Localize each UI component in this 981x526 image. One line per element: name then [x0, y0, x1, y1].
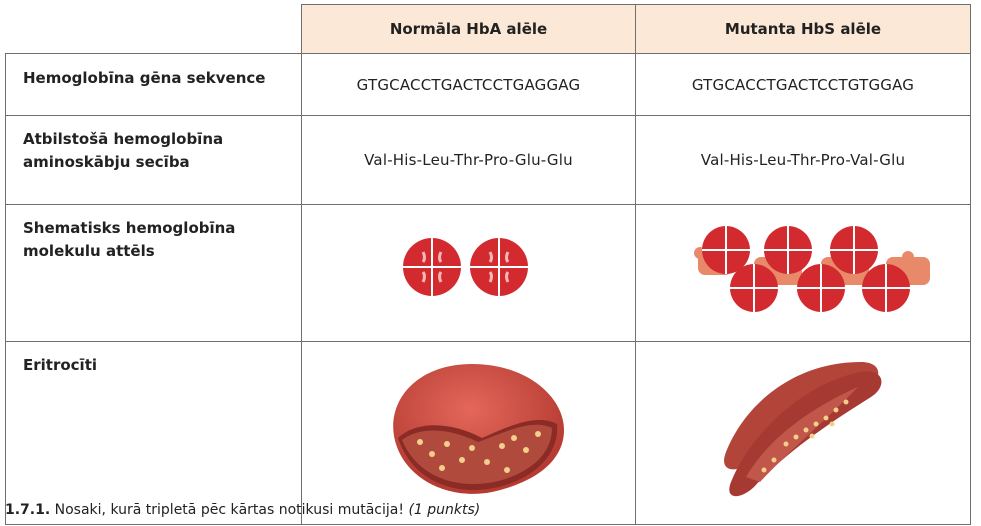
mutant-amino-acid-sequence: Val-His-Leu-Thr-Pro-Val-Glu	[635, 115, 971, 205]
mutant-hemoglobin-polymer-image	[694, 226, 930, 312]
hemoglobin-table: Normāla HbA alēle Mutanta HbS alēle Hemo…	[5, 4, 971, 525]
normal-molecule-illustration	[301, 204, 636, 342]
mutant-erythrocyte-illustration	[635, 341, 971, 525]
row-label-molecule-scheme: Shematisks hemoglobīna molekulu attēls	[5, 204, 302, 342]
normal-hemoglobin-molecules-image	[403, 238, 528, 296]
header-mutant-allele: Mutanta HbS alēle	[635, 4, 971, 54]
normal-red-blood-cell-image	[393, 364, 564, 494]
header-normal-allele: Normāla HbA alēle	[301, 4, 636, 54]
question-number: 1.7.1.	[5, 502, 51, 518]
hemoglobin-molecule	[403, 238, 461, 296]
polymer-molecules-top	[702, 226, 878, 274]
cell-granules	[417, 431, 541, 473]
mutant-gene-sequence: GTGCACCTGACTCCTGTGGAG	[635, 53, 971, 116]
sickle-red-blood-cell-image	[724, 362, 882, 497]
row-label-gene-sequence: Hemoglobīna gēna sekvence	[5, 53, 302, 116]
polymer-molecules-bottom	[730, 264, 910, 312]
row-label-amino-acid-sequence: Atbilstošā hemoglobīna aminoskābju secīb…	[5, 115, 302, 205]
cell-granules	[761, 399, 849, 473]
row-label-line: Shematisks hemoglobīna	[23, 219, 236, 237]
normal-gene-sequence: GTGCACCTGACTCCTGAGGAG	[301, 53, 636, 116]
row-label-line: Atbilstošā hemoglobīna	[23, 130, 224, 148]
row-label-line: molekulu attēls	[23, 242, 155, 260]
hemoglobin-molecule	[470, 238, 528, 296]
question-text: 1.7.1. Nosaki, kurā tripletā pēc kārtas …	[5, 502, 480, 518]
question-points: (1 punkts)	[408, 502, 481, 518]
row-label-line: aminoskābju secība	[23, 153, 190, 171]
question-body: Nosaki, kurā tripletā pēc kārtas notikus…	[50, 502, 409, 518]
normal-amino-acid-sequence: Val-His-Leu-Thr-Pro-Glu-Glu	[301, 115, 636, 205]
mutant-molecule-illustration	[635, 204, 971, 342]
row-label-erythrocytes: Eritrocīti	[5, 341, 302, 525]
normal-erythrocyte-illustration	[301, 341, 636, 525]
header-empty-cell	[5, 4, 302, 54]
